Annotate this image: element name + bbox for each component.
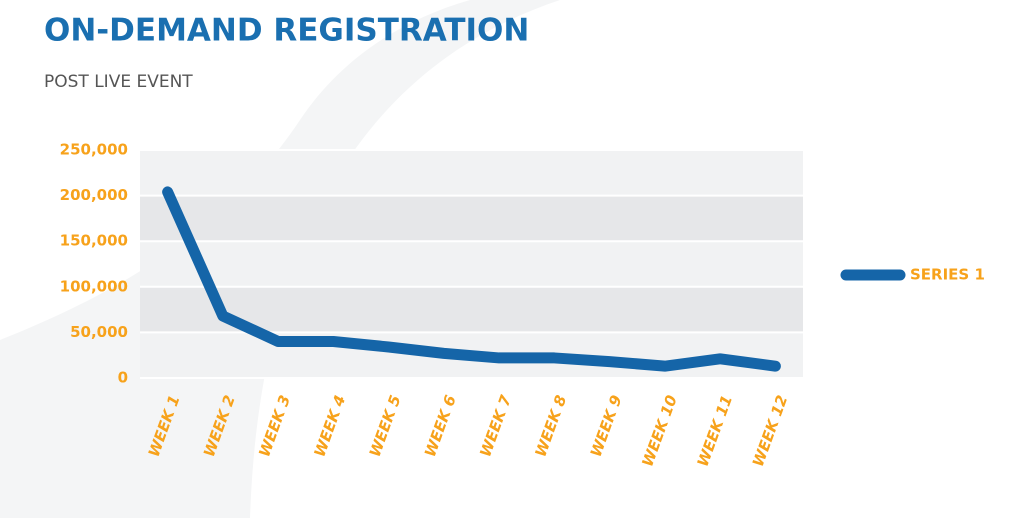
x-tick-label: WEEK 4 xyxy=(310,393,349,460)
y-tick-label: 100,000 xyxy=(60,277,128,295)
line xyxy=(162,186,781,372)
y-tick-label: 150,000 xyxy=(60,232,128,250)
legend-label: SERIES 1 xyxy=(910,266,985,284)
x-tick-label: WEEK 7 xyxy=(476,392,515,459)
x-tick-label: WEEK 12 xyxy=(749,393,791,469)
grid-band xyxy=(140,195,803,242)
x-tick-label: WEEK 9 xyxy=(587,393,626,460)
chart-title: ON-DEMAND REGISTRATION xyxy=(44,13,529,49)
grid-band xyxy=(140,241,803,287)
x-tick-label: WEEK 5 xyxy=(366,393,405,460)
chart-subtitle: POST LIVE EVENT xyxy=(44,72,193,92)
x-tick-label: WEEK 3 xyxy=(255,393,294,460)
x-tick-label: WEEK 8 xyxy=(531,393,570,460)
x-tick-label: WEEK 6 xyxy=(421,393,460,460)
x-tick-label: WEEK 11 xyxy=(694,393,736,469)
grid-band xyxy=(140,150,803,196)
y-tick-label: 250,000 xyxy=(60,141,128,159)
x-tick-label: WEEK 10 xyxy=(638,393,680,469)
y-tick-label: 0 xyxy=(118,369,128,387)
y-tick-label: 200,000 xyxy=(60,186,128,204)
y-tick-label: 50,000 xyxy=(70,323,128,341)
